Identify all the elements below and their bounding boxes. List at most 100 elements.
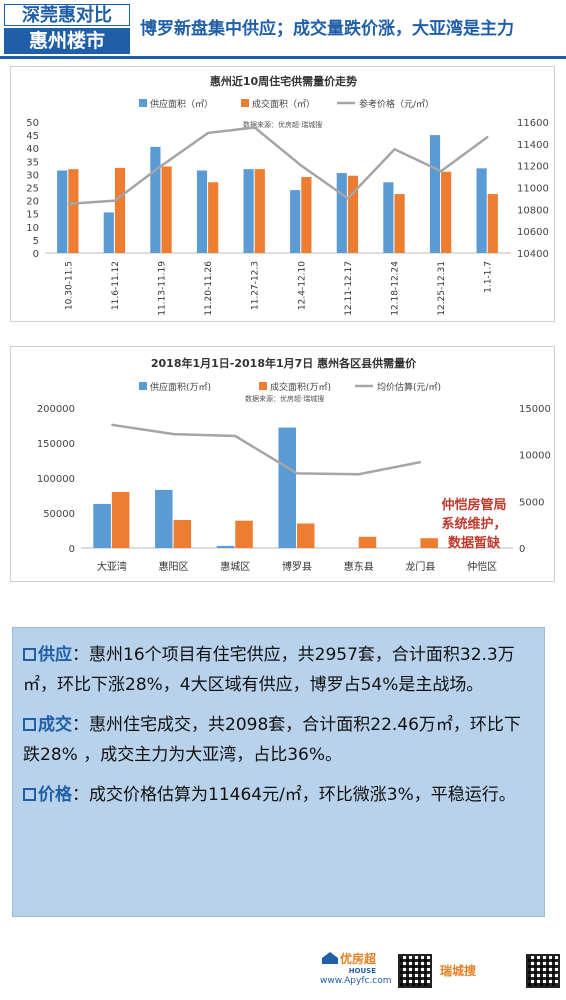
deal-key: 成交: [23, 715, 72, 735]
chart-title: 2018年1月1日-2018年1月7日 惠州各区县供需量价: [151, 356, 417, 370]
legend-label: 成交面积(万㎡): [270, 381, 331, 393]
logo1-text: 优房超: [340, 952, 377, 966]
line-point: [207, 132, 209, 134]
x-tick-label: 11.6-11.12: [111, 261, 121, 310]
deal-text: ：惠州住宅成交，共2098套，合计面积22.46万㎡，环比下跌28% ，成交主力…: [23, 715, 521, 765]
supply-key: 供应: [23, 645, 72, 665]
legend-swatch: [259, 382, 267, 390]
y2-tick-label: 15000: [519, 404, 551, 415]
y-tick-label: 10: [26, 223, 39, 234]
line-point: [234, 435, 237, 437]
bar: [235, 520, 253, 548]
summary-panel: 供应：惠州16个项目有住宅供应，共2957套，合计面积32.3万㎡，环比下涨28…: [12, 627, 545, 917]
bar: [383, 182, 394, 253]
deal-paragraph: 成交：惠州住宅成交，共2098套，合计面积22.46万㎡，环比下跌28% ，成交…: [23, 710, 534, 770]
y-tick-label: 45: [26, 131, 39, 142]
bar: [208, 182, 219, 253]
y-tick-label: 100000: [37, 474, 75, 485]
bar: [150, 146, 161, 253]
header-divider: [0, 56, 566, 59]
price-key: 价格: [23, 785, 72, 805]
x-tick-label: 博罗县: [282, 560, 312, 573]
logo1-sub: HOUSE: [348, 967, 377, 975]
x-tick-label: 12.4-12.10: [297, 261, 307, 310]
y2-tick-label: 10800: [517, 205, 549, 216]
y-tick-label: 35: [26, 157, 39, 168]
y2-tick-label: 10400: [517, 249, 549, 260]
line-point: [347, 197, 349, 200]
y2-tick-label: 5000: [519, 497, 544, 508]
line-point: [111, 424, 113, 426]
qr-code-icon: [398, 954, 432, 988]
bar: [216, 545, 235, 548]
price-paragraph: 价格：成交价格估算为11464元/㎡，环比微涨3%，平稳运行。: [23, 780, 534, 810]
bar: [68, 169, 79, 253]
legend-label: 供应面积（㎡）: [150, 98, 213, 110]
x-tick-label: 龙门县: [405, 560, 435, 573]
x-tick-label: 12.11-12.17: [344, 261, 354, 316]
checkbox-square-icon: [23, 788, 36, 801]
bar: [93, 503, 111, 548]
bar: [196, 170, 208, 253]
line-point: [172, 433, 175, 435]
weekly-trend-chart: 惠州近10周住宅供需量价走势 供应面积（㎡） 成交面积（㎡） 参考价格（元/㎡） 数据来…: [10, 66, 555, 322]
bar: [155, 489, 173, 548]
section-badge: 深莞惠对比 惠州楼市: [4, 4, 130, 54]
x-tick-label: 11.13-11.19: [158, 261, 168, 316]
legend-swatch: [139, 99, 147, 107]
bar: [301, 177, 312, 253]
x-tick-label: 12.18-12.24: [391, 261, 401, 316]
house-icon: [322, 952, 338, 964]
checkbox-square-icon: [23, 648, 36, 661]
y2-tick-label: 10000: [519, 451, 551, 462]
line-point: [296, 472, 298, 475]
bar: [290, 190, 301, 253]
bar: [420, 538, 438, 548]
y2-tick-label: 11200: [517, 162, 549, 173]
checkbox-square-icon: [23, 718, 36, 731]
y-tick-label: 40: [26, 144, 39, 155]
bar: [347, 175, 359, 253]
y-tick-label: 0: [33, 249, 39, 260]
y-tick-label: 15: [26, 210, 39, 221]
ruichengsou-logo: 瑞城搜: [440, 964, 477, 978]
y-tick-label: 50000: [43, 509, 75, 520]
note-line-3: 数据暂缺: [447, 536, 500, 551]
legend-label: 参考价格（元/㎡）: [359, 98, 434, 110]
bar: [358, 536, 377, 548]
y2-tick-label: 10600: [517, 227, 549, 238]
y2-tick-label: 0: [519, 544, 525, 555]
x-tick-label: 12.25-12.31: [437, 261, 447, 316]
source-label: 数据来源：优房超·瑞城搜: [243, 120, 322, 129]
line-point: [393, 148, 396, 151]
youfangchao-logo: 优房超 HOUSE: [322, 950, 376, 975]
note-line-2: 系统维护，: [441, 517, 507, 532]
y-tick-label: 0: [69, 544, 75, 555]
page-headline: 博罗新盘集中供应；成交量跌价涨，大亚湾是主力: [140, 19, 514, 39]
badge-top-label: 深莞惠对比: [4, 4, 130, 26]
line-point: [253, 126, 256, 129]
line-point: [300, 164, 303, 167]
line-series: [111, 423, 421, 476]
source-label: 数据来源：优房超·瑞城搜: [245, 394, 324, 403]
x-tick-label: 大亚湾: [97, 560, 127, 573]
x-tick-label: 11.20-11.26: [204, 261, 214, 316]
y-tick-label: 200000: [37, 404, 75, 415]
bar: [161, 166, 172, 253]
y-tick-label: 5: [33, 236, 39, 247]
chart-title: 惠州近10周住宅供需量价走势: [210, 74, 357, 88]
x-tick-label: 惠东县: [344, 560, 374, 573]
header: 深莞惠对比 惠州楼市 博罗新盘集中供应；成交量跌价涨，大亚湾是主力: [0, 0, 566, 56]
y-tick-label: 20: [26, 197, 39, 208]
y2-tick-label: 11000: [517, 184, 549, 195]
x-tick-label: 1.1-1.7: [484, 261, 494, 293]
badge-bottom-label: 惠州楼市: [4, 28, 130, 54]
legend-label: 均价估算(元/㎡): [377, 381, 441, 393]
bar: [429, 135, 441, 253]
deal-key-label: 成交: [38, 715, 72, 735]
website-url[interactable]: www.Apyfc.com: [320, 976, 392, 986]
bar: [57, 170, 68, 253]
bar: [394, 194, 405, 253]
line-point: [419, 461, 422, 463]
